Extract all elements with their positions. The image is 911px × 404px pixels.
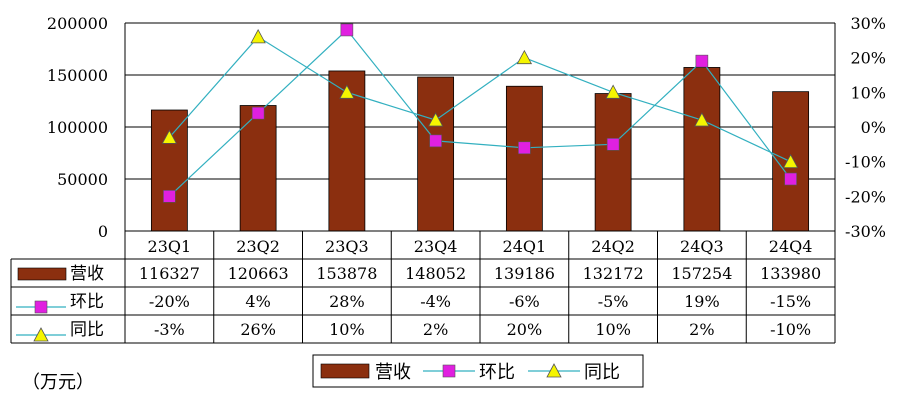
- axes: 200000 150000 100000 50000 0 30% 20% 10% 0% -10% -…: [47, 14, 886, 241]
- table-cell: 10%: [329, 320, 365, 339]
- mom-line: [168, 29, 792, 197]
- yoy-marker: [250, 29, 266, 44]
- left-tick-label: 150000: [47, 66, 108, 85]
- row-label: 同比: [70, 320, 104, 340]
- yoy-line: [168, 36, 791, 163]
- left-tick-label: 50000: [57, 170, 108, 189]
- right-tick-label: 0%: [861, 118, 886, 137]
- mom-marker: [606, 138, 620, 151]
- yoy-marker: [339, 84, 355, 99]
- row-label: 营收: [70, 264, 104, 284]
- right-tick-label: 20%: [850, 49, 886, 68]
- yoy-marker: [605, 84, 621, 99]
- legend: 营收 环比 同比: [312, 354, 644, 388]
- left-tick-label: 0: [98, 222, 108, 241]
- revenue-bar: [505, 85, 543, 232]
- table-cell: 20%: [507, 320, 543, 339]
- yoy-marker: [427, 112, 444, 127]
- yoy-marker: [782, 153, 799, 169]
- yoy-marker: [694, 112, 710, 127]
- revenue-bar: [150, 109, 188, 232]
- category-label: 23Q4: [414, 237, 458, 256]
- table-cell: 157254: [671, 264, 732, 283]
- table-cell: -5%: [598, 292, 629, 311]
- right-tick-label: -20%: [845, 187, 886, 206]
- yoy-marker: [516, 49, 533, 65]
- mom-marker: [442, 364, 456, 378]
- table-cell: 28%: [329, 292, 365, 311]
- revenue-bar: [239, 105, 277, 232]
- table-cell: 116327: [139, 264, 200, 283]
- legend-label-mom: 环比: [479, 362, 515, 383]
- mom-marker: [695, 54, 709, 68]
- category-label: 24Q3: [680, 237, 724, 256]
- table-cell: 19%: [684, 292, 720, 311]
- mom-marker: [251, 106, 265, 120]
- mom-marker: [163, 190, 176, 203]
- right-tick-label: -10%: [845, 153, 886, 172]
- table-cell: 4%: [245, 292, 270, 311]
- table-cell: 133980: [760, 264, 821, 283]
- table-cell: -3%: [154, 320, 185, 339]
- category-label: 24Q1: [503, 237, 547, 256]
- data-table: 23Q1 23Q2 23Q3 23Q4 24Q1 24Q2 24Q3 24Q4 营收 116327…: [10, 230, 836, 344]
- right-tick-label: 30%: [850, 14, 886, 33]
- mom-marker: [340, 23, 354, 37]
- row-label: 环比: [70, 292, 104, 312]
- table-cell: -10%: [770, 320, 811, 339]
- category-label: 23Q3: [325, 237, 369, 256]
- mom-marker: [34, 300, 48, 314]
- category-label: 24Q4: [769, 237, 813, 256]
- table-cell: 132172: [583, 264, 644, 283]
- right-tick-label: 10%: [850, 83, 886, 102]
- table-cell: -20%: [149, 292, 190, 311]
- yoy-marker: [161, 129, 178, 144]
- revenue-bar: [594, 93, 632, 232]
- revenue-bars: [150, 67, 810, 232]
- left-tick-label: 100000: [47, 118, 108, 137]
- left-tick-label: 200000: [47, 14, 108, 33]
- mom-marker: [429, 134, 442, 148]
- unit-label: （万元）: [22, 372, 94, 393]
- category-label: 24Q2: [591, 237, 635, 256]
- table-cell: 153878: [316, 264, 377, 283]
- yoy-marker: [546, 363, 562, 378]
- revenue-bar: [417, 76, 455, 232]
- yoy-marker: [33, 327, 49, 342]
- legend-key-bar: [320, 363, 370, 379]
- row-key-bar: [17, 267, 67, 281]
- table-cell: 139186: [494, 264, 555, 283]
- table-cell: 2%: [689, 320, 714, 339]
- table-cell: 10%: [595, 320, 631, 339]
- mom-marker: [518, 141, 531, 155]
- legend-label-revenue: 营收: [375, 362, 411, 383]
- gridlines: [125, 22, 835, 232]
- right-tick-label: -30%: [845, 222, 886, 241]
- legend-label-yoy: 同比: [584, 362, 620, 383]
- table-cell: 120663: [228, 264, 289, 283]
- category-label: 23Q2: [236, 237, 280, 256]
- revenue-bar: [683, 67, 721, 232]
- category-label: 23Q1: [148, 237, 192, 256]
- table-cell: 148052: [405, 264, 466, 283]
- table-cell: -4%: [420, 292, 451, 311]
- table-cell: 2%: [423, 320, 448, 339]
- mom-marker: [784, 172, 797, 186]
- table-cell: -15%: [770, 292, 811, 311]
- table-cell: -6%: [509, 292, 540, 311]
- table-cell: 26%: [240, 320, 276, 339]
- ratio-lines: [161, 23, 799, 203]
